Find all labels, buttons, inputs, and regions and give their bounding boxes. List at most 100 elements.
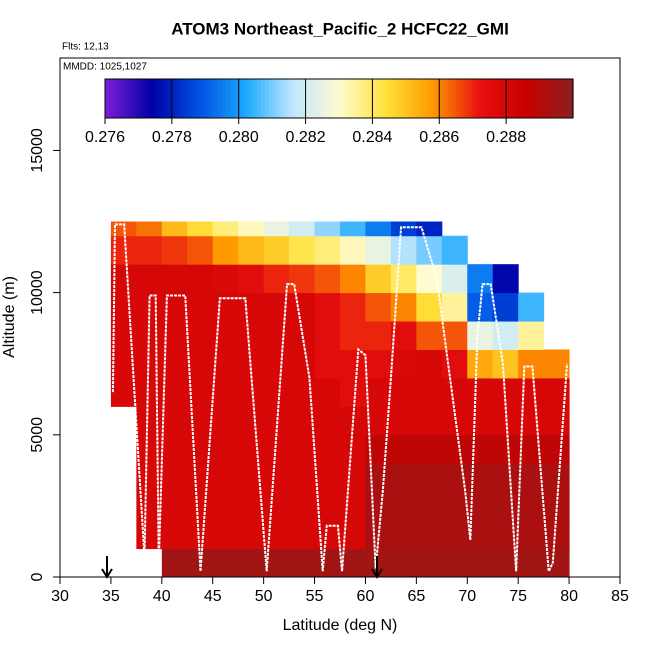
colorbar-swatch (303, 79, 309, 118)
heatmap-cell (212, 406, 239, 436)
heatmap-cell (187, 520, 214, 550)
colorbar-swatch (549, 79, 555, 118)
heatmap-cell (441, 520, 468, 550)
colorbar-swatch (530, 79, 535, 118)
heatmap-cell (238, 235, 265, 265)
heatmap-cell (289, 321, 316, 350)
colorbar-swatch (440, 79, 445, 118)
colorbar-swatch (276, 79, 282, 118)
colorbar-swatch (498, 79, 504, 118)
colorbar-swatch (385, 79, 391, 118)
chart-title: ATOM3 Northeast_Pacific_2 HCFC22_GMI (171, 19, 509, 38)
colorbar-swatch (537, 79, 543, 118)
heatmap-cell (340, 463, 366, 493)
heatmap-cell (289, 264, 316, 294)
colorbar-swatch (151, 79, 157, 118)
colorbar-swatch (459, 79, 465, 118)
heatmap-cell (492, 434, 519, 464)
arrow-head (371, 568, 383, 579)
heatmap-cell (340, 321, 366, 350)
colorbar-swatch (323, 79, 328, 118)
colorbar-swatch (397, 79, 402, 118)
heatmap-cell (467, 406, 494, 436)
arrows (101, 556, 383, 579)
heatmap-cell (365, 221, 392, 237)
heatmap-cell (543, 349, 570, 379)
heatmap-cell (416, 491, 443, 521)
heatmap-cell (365, 491, 392, 521)
heatmap-cell (518, 491, 545, 521)
colorbar-swatch (514, 79, 519, 118)
heatmap-cell (441, 548, 468, 578)
heatmap-cell (110, 292, 137, 322)
colorbar-swatch (358, 79, 363, 118)
colorbar-swatch (495, 79, 500, 118)
heatmap-cell (212, 264, 239, 294)
colorbar: 0.276 0.278 0.280 0.282 0.284 0.286 0.288 (85, 78, 574, 146)
heatmap-cell (238, 264, 265, 294)
heatmap-cell (390, 221, 417, 237)
colorbar-swatch (436, 79, 441, 118)
colorbar-swatch (202, 79, 207, 118)
colorbar-tick-label: 0.286 (419, 129, 459, 146)
heatmap-cell (161, 548, 188, 578)
colorbar-swatch (545, 79, 551, 118)
heatmap-cell (289, 463, 316, 493)
heatmap-cell (314, 321, 341, 350)
heatmap-cell (136, 406, 163, 436)
heatmap-cell (543, 520, 570, 550)
colorbar-swatch (264, 79, 270, 118)
flights-note: Flts: 12,13 (62, 42, 109, 53)
colorbar-swatch (245, 79, 250, 118)
heatmap-cell (416, 548, 443, 578)
colorbar-swatch (424, 79, 430, 118)
heatmap-cell (212, 548, 239, 578)
heatmap-cell (238, 377, 265, 407)
heatmap-cell (441, 235, 468, 265)
heatmap-cell (416, 321, 443, 350)
heatmap-cell (441, 377, 468, 407)
heatmap-cell (390, 463, 417, 493)
colorbar-swatch (292, 79, 297, 118)
heatmap-cell (314, 463, 341, 493)
colorbar-tick-label: 0.278 (152, 129, 192, 146)
heatmap-cell (238, 292, 265, 322)
colorbar-swatch (307, 79, 313, 118)
dates-note: MMDD: 1025,1027 (63, 62, 147, 73)
heatmap-cell (365, 264, 392, 294)
colorbar-tick-label: 0.276 (85, 129, 125, 146)
colorbar-swatch (237, 79, 243, 118)
heatmap-cell (467, 349, 494, 379)
colorbar-swatch (261, 79, 266, 118)
colorbar-swatch (159, 79, 165, 118)
heatmap-cell (238, 406, 265, 436)
heatmap-cell (314, 349, 341, 379)
colorbar-swatch (428, 79, 434, 118)
plot-frame (59, 57, 621, 578)
colorbar-swatch (128, 79, 133, 118)
heatmap-cell (467, 548, 494, 578)
heatmap-cell (441, 321, 468, 350)
heatmap-cell (289, 491, 316, 521)
heatmap-cell (161, 377, 188, 407)
colorbar-swatch (487, 79, 492, 118)
colorbar-swatch (206, 79, 211, 118)
heatmap-cell (543, 406, 570, 436)
colorbar-swatch (144, 79, 149, 118)
colorbar-tick-label: 0.284 (352, 129, 392, 146)
colorbar-swatch (210, 79, 215, 118)
heatmap-cell (263, 520, 290, 550)
colorbar-swatch (561, 79, 566, 118)
heatmap (110, 221, 570, 578)
heatmap-cell (263, 321, 290, 350)
colorbar-swatch (463, 79, 469, 118)
colorbar-swatch (479, 79, 484, 118)
colorbar-swatch (179, 79, 184, 118)
heatmap-cell (161, 406, 188, 436)
heatmap-cell (289, 292, 316, 322)
colorbar-swatch (456, 79, 461, 118)
heatmap-cell (314, 292, 341, 322)
heatmap-cell (518, 463, 545, 493)
colorbar-swatch (132, 79, 137, 118)
heatmap-cell (492, 463, 519, 493)
